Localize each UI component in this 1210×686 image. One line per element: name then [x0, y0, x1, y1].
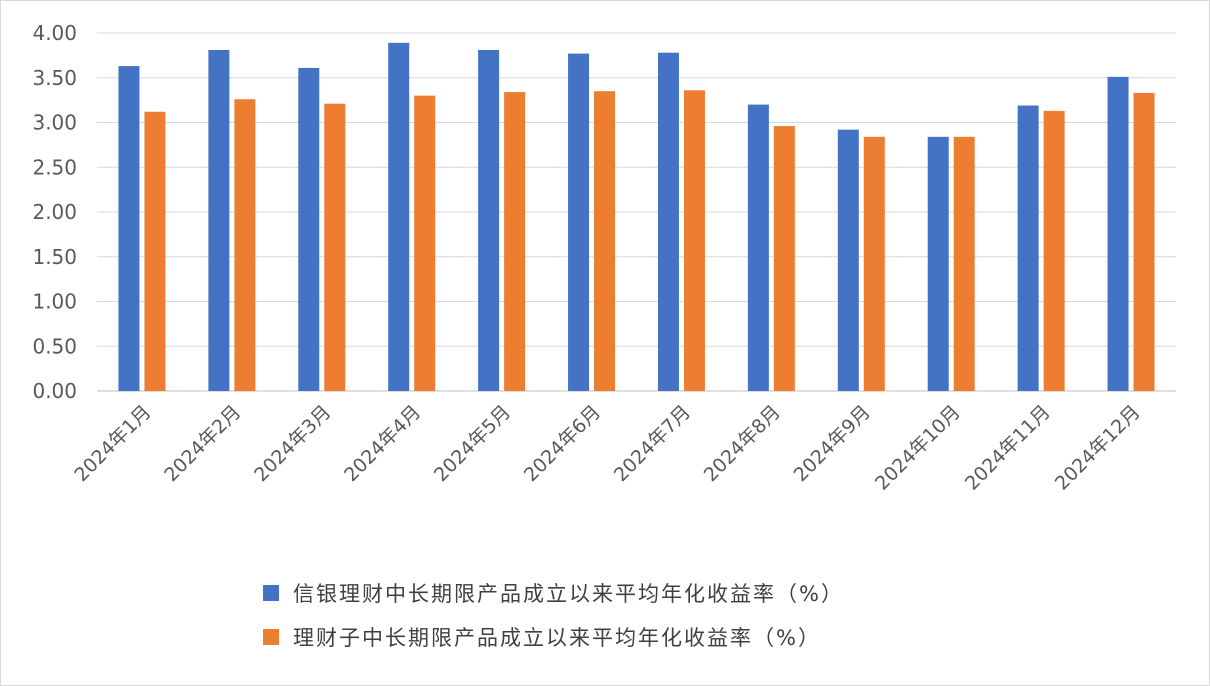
- bar-citic-8: [747, 104, 769, 391]
- bar-citic-1: [118, 66, 140, 392]
- bar-industry-11: [1043, 110, 1065, 392]
- bar-industry-10: [953, 136, 975, 391]
- legend-swatch: [263, 585, 279, 601]
- bar-industry-9: [863, 136, 885, 391]
- bar-citic-3: [298, 67, 320, 391]
- y-tick-label: 4.00: [32, 21, 77, 45]
- x-tick-label: 2024年4月: [340, 401, 425, 486]
- gridlines: [97, 32, 1176, 392]
- bar-industry-1: [144, 111, 166, 391]
- legend-swatch: [263, 629, 279, 645]
- bar-industry-5: [504, 92, 526, 391]
- bar-citic-11: [1017, 105, 1039, 392]
- bar-citic-2: [208, 50, 230, 391]
- bar-citic-5: [478, 50, 500, 391]
- x-axis: 2024年1月 2024年2月 2024年3月 2024年4月 2024年5月 2024年…: [70, 401, 1144, 495]
- x-tick-label: 2024年7月: [610, 401, 695, 486]
- x-tick-label: 2024年1月: [70, 401, 155, 486]
- legend-label: 信银理财中长期限产品成立以来平均年化收益率（%）: [293, 582, 844, 606]
- bar-industry-12: [1133, 92, 1155, 391]
- x-tick-label: 2024年12月: [1051, 401, 1145, 495]
- y-axis: 0.00 0.50 1.00 1.50 2.00 2.50 3.00 3.50 4.00: [32, 21, 77, 403]
- bar-industry-7: [683, 90, 705, 391]
- bar-citic-7: [657, 52, 679, 391]
- y-tick-label: 3.50: [32, 66, 77, 90]
- legend-label: 理财子中长期限产品成立以来平均年化收益率（%）: [293, 626, 821, 650]
- x-tick-label: 2024年5月: [430, 401, 515, 486]
- y-tick-label: 0.00: [32, 379, 77, 403]
- bar-industry-3: [324, 103, 346, 391]
- x-tick-label: 2024年6月: [520, 401, 605, 486]
- bar-industry-8: [773, 126, 795, 391]
- x-tick-label: 2024年8月: [700, 401, 785, 486]
- x-tick-label: 2024年10月: [871, 401, 965, 495]
- x-tick-label: 2024年9月: [790, 401, 875, 486]
- y-tick-label: 2.50: [32, 155, 77, 179]
- bar-citic-6: [568, 53, 590, 392]
- y-tick-label: 1.00: [32, 290, 77, 314]
- bar-industry-4: [414, 95, 436, 392]
- x-tick-label: 2024年2月: [160, 401, 245, 486]
- y-tick-label: 2.00: [32, 200, 77, 224]
- bar-citic-4: [388, 42, 410, 391]
- x-tick-label: 2024年3月: [250, 401, 335, 486]
- bars: [118, 42, 1155, 392]
- y-tick-label: 0.50: [32, 334, 77, 358]
- legend: 信银理财中长期限产品成立以来平均年化收益率（%） 理财子中长期限产品成立以来平均年…: [263, 582, 844, 650]
- bar-citic-12: [1107, 76, 1129, 391]
- bar-industry-6: [594, 91, 616, 392]
- y-tick-label: 1.50: [32, 245, 77, 269]
- y-tick-label: 3.00: [32, 111, 77, 135]
- x-tick-label: 2024年11月: [961, 401, 1055, 495]
- bar-citic-9: [837, 129, 859, 391]
- bar-citic-10: [927, 136, 949, 391]
- bar-industry-2: [234, 99, 256, 391]
